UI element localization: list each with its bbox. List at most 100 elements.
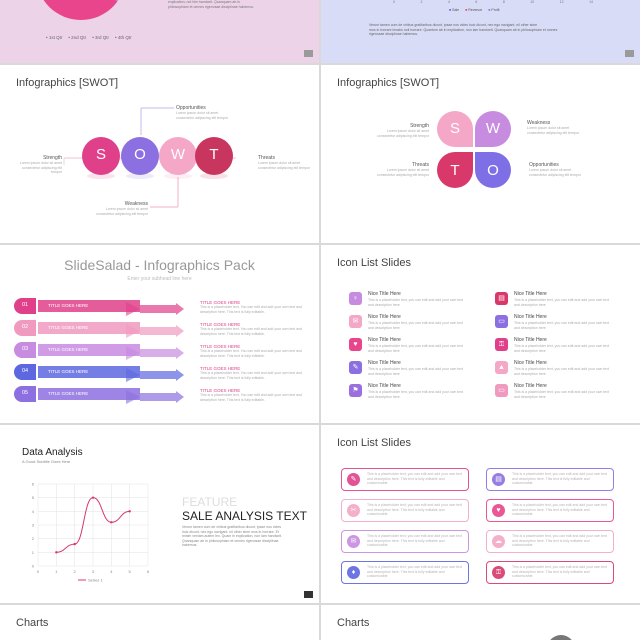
- label-threats: Threats Lorem ipsum dolor sit amet conse…: [377, 162, 429, 177]
- x-tick-label: 5: [129, 569, 132, 574]
- slide-2[interactable]: 0 2 4 6 8 10 12 14 ■ Sale ■ Revenue ■ Pr…: [321, 0, 640, 63]
- icon-box: ♥ This is a placeholder text, you can ed…: [486, 499, 614, 522]
- box-icon: ▤: [492, 473, 505, 486]
- list-row: 01 TITLE GOES HERE: [14, 297, 204, 316]
- icon-list-item: ♥ Nice Title Here This is a placeholder …: [349, 336, 467, 356]
- slide-7[interactable]: Data Analysis A Good Subtitle Goes Here …: [0, 425, 319, 603]
- icon-list-item: ▭ Nice Title Here This is a placeholder …: [495, 313, 613, 333]
- y-tick-label: 6: [32, 482, 35, 487]
- slide-title: Infographics [SWOT]: [16, 77, 119, 89]
- swot-petal-s: [437, 111, 473, 147]
- swot-circle-o: [121, 137, 159, 179]
- slide-5[interactable]: SlideSalad - Infographics Pack Enter you…: [0, 245, 319, 423]
- y-tick-label: 3: [32, 523, 35, 528]
- slide-10[interactable]: Charts: [321, 605, 640, 640]
- list-row: 03 TITLE GOES HERE: [14, 341, 204, 360]
- swot-letter-o: O: [134, 146, 146, 163]
- feature-label: FEATURE: [182, 495, 238, 509]
- list-row: 05 TITLE GOES HERE: [14, 385, 204, 404]
- row-arrow-head: [176, 303, 184, 315]
- swot-petal-o: [475, 152, 511, 188]
- label-strength: Strength Lorem ipsum dolor sit amet cons…: [19, 155, 62, 174]
- row-number-badge: [14, 364, 36, 380]
- row-number-badge: [14, 386, 36, 402]
- row-number-badge: [14, 298, 36, 314]
- item-icon: ▭: [495, 315, 508, 328]
- row-arrow-head: [176, 325, 184, 337]
- row-arrow: [126, 390, 140, 404]
- item-text: This is a placeholder text, you can edit…: [368, 344, 463, 353]
- slide-title: Charts: [337, 617, 370, 629]
- item-icon: ⚿: [495, 338, 508, 351]
- box-text: This is a placeholder text, you can edit…: [367, 503, 462, 516]
- box-text: This is a placeholder text, you can edit…: [512, 503, 607, 516]
- slide-3[interactable]: Infographics [SWOT] S O W T Opportunitie…: [0, 65, 319, 243]
- item-icon: ♥: [349, 338, 362, 351]
- slide-nav-button[interactable]: [304, 50, 313, 57]
- legend-item: ■ Revenue: [465, 8, 483, 12]
- label-weakness: Weakness Lorem ipsum dolor sit amet cons…: [96, 201, 148, 216]
- y-tick-label: 0: [32, 564, 35, 569]
- swot-letter-w: W: [170, 146, 186, 163]
- row-description: TITLE GOES HERE This is a placeholder te…: [200, 366, 302, 380]
- icon-box: ♦ This is a placeholder text, you can ed…: [341, 561, 469, 584]
- x-tick-label: 3: [92, 569, 95, 574]
- swot-letter-w: W: [485, 120, 501, 137]
- slide-nav-button[interactable]: [625, 50, 634, 57]
- box-text: This is a placeholder text, you can edit…: [367, 534, 462, 547]
- row-banner: [38, 388, 140, 400]
- x-tick-label: 4: [110, 569, 113, 574]
- data-point: [91, 496, 95, 499]
- slide-8[interactable]: Icon List Slides ✎ This is a placeholder…: [321, 425, 640, 603]
- label-strength: Strength Lorem ipsum dolor sit amet cons…: [377, 123, 429, 138]
- data-point: [55, 551, 58, 554]
- item-icon: ✎: [349, 361, 362, 374]
- slide-nav-button[interactable]: [304, 591, 313, 598]
- box-icon: ☁: [492, 535, 505, 548]
- icon-list-item: ♀ Nice Title Here This is a placeholder …: [349, 290, 467, 310]
- swot-letter-t: T: [209, 146, 219, 163]
- row-description: TITLE GOES HERE This is a placeholder te…: [200, 322, 302, 336]
- box-icon: ✎: [347, 473, 360, 486]
- row-arrow-tail: [140, 327, 176, 335]
- list-row: 04 TITLE GOES HERE: [14, 363, 204, 382]
- swot-circle-w: [159, 137, 197, 179]
- icon-list-item: ⚑ Nice Title Here This is a placeholder …: [349, 382, 467, 402]
- item-title: Nice Title Here: [514, 291, 547, 297]
- data-point: [128, 510, 131, 513]
- swot-letter-t: T: [450, 162, 460, 179]
- slide-1[interactable]: • 1st Qtr • 2nd Qtr • 3rd Qtr • 4th Qtr …: [0, 0, 319, 63]
- swot-diagram: [63, 107, 236, 208]
- slide-title: Charts: [16, 617, 49, 629]
- slide-6[interactable]: Icon List Slides ♀ Nice Title Here This …: [321, 245, 640, 423]
- swot-letter-o: O: [487, 162, 499, 179]
- pie-chart-fragment: [547, 635, 575, 640]
- row-banner-label: TITLE GOES HERE: [48, 325, 89, 330]
- legend-item: • 1st Qtr: [46, 35, 63, 40]
- row-number: 03: [21, 346, 29, 352]
- icon-list-item: ▲ Nice Title Here This is a placeholder …: [495, 359, 613, 379]
- item-text: This is a placeholder text, you can edit…: [368, 321, 463, 330]
- swot-petal-t: [437, 152, 473, 188]
- bar-legend: ■ Sale ■ Revenue ■ Profit: [449, 8, 500, 13]
- slide-title: Infographics [SWOT]: [337, 77, 440, 89]
- box-text: This is a placeholder text, you can edit…: [512, 565, 607, 578]
- x-tick-label: 1: [55, 569, 58, 574]
- swot-petal-w: [475, 111, 511, 147]
- axis-tick: 4: [447, 0, 450, 4]
- icon-list-item: ✎ Nice Title Here This is a placeholder …: [349, 359, 467, 379]
- icon-list-item: ⚿ Nice Title Here This is a placeholder …: [495, 336, 613, 356]
- slide-4[interactable]: Infographics [SWOT] S W T O Strength Lor…: [321, 65, 640, 243]
- slide-9[interactable]: Charts: [0, 605, 319, 640]
- axis-tick: 8: [502, 0, 505, 4]
- slide-title: Data Analysis: [22, 447, 83, 458]
- item-icon: ▤: [495, 292, 508, 305]
- box-text: This is a placeholder text, you can edit…: [512, 534, 607, 547]
- row-arrow-head: [176, 347, 184, 359]
- icon-list-item: ▭ Nice Title Here This is a placeholder …: [495, 382, 613, 402]
- feature-heading: SALE ANALYSIS TEXT: [182, 509, 307, 523]
- row-arrow-tail: [140, 305, 176, 313]
- row-number: 01: [21, 302, 29, 308]
- item-title: Nice Title Here: [514, 360, 547, 366]
- pie-legend: • 1st Qtr • 2nd Qtr • 3rd Qtr • 4th Qtr: [46, 35, 132, 40]
